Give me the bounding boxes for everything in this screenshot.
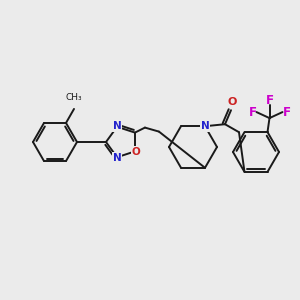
Text: O: O — [227, 97, 237, 107]
Text: O: O — [132, 147, 140, 158]
Text: N: N — [201, 121, 209, 131]
Text: F: F — [266, 94, 274, 106]
Text: F: F — [248, 106, 256, 118]
Text: N: N — [113, 153, 122, 163]
Text: N: N — [113, 121, 122, 131]
Text: F: F — [283, 106, 290, 118]
Text: CH₃: CH₃ — [66, 93, 82, 102]
